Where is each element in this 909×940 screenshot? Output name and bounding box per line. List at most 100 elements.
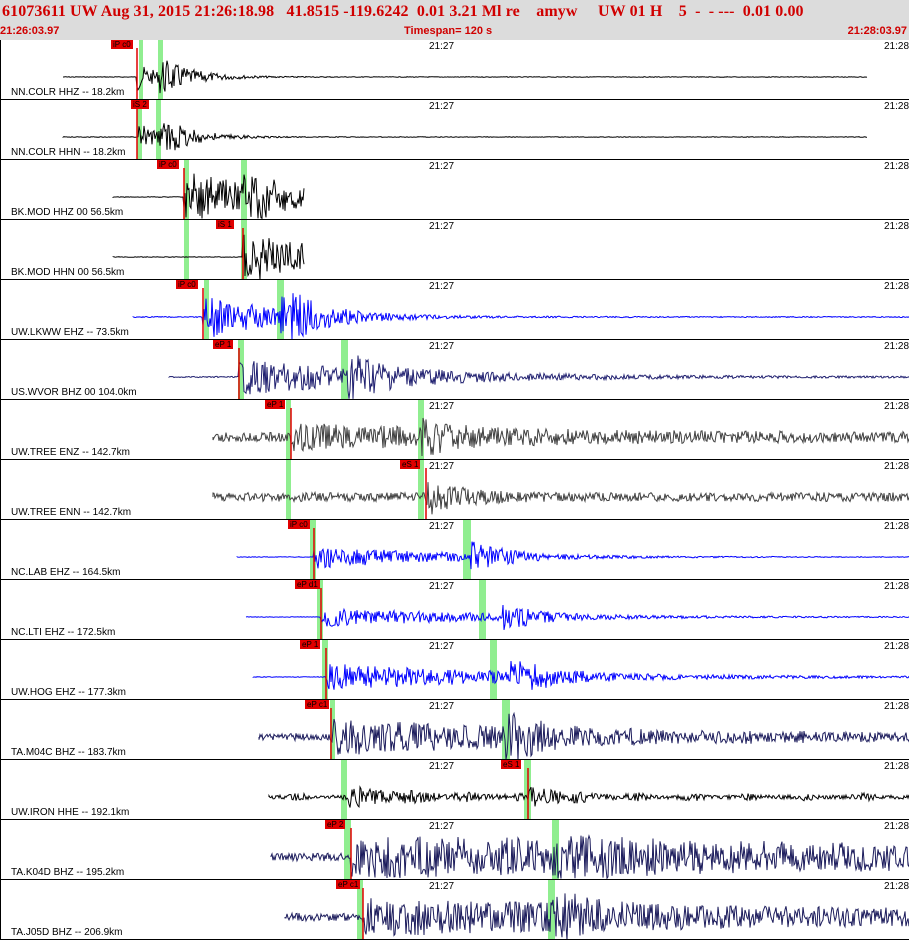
time-tick-label: 21:28 bbox=[884, 401, 909, 412]
waveform-plot bbox=[258, 700, 909, 759]
pick-tag[interactable]: eP c1 bbox=[305, 700, 330, 709]
pick-tag[interactable]: iS 1 bbox=[216, 220, 234, 229]
phase-window-marker bbox=[357, 880, 363, 939]
time-tick-label: 21:27 bbox=[429, 281, 455, 292]
station-channel-label: TA.J05D BHZ -- 206.9km bbox=[11, 927, 123, 938]
waveform-trace bbox=[270, 834, 909, 879]
pick-tag[interactable]: eP 1 bbox=[213, 340, 234, 349]
waveform-plot bbox=[212, 460, 909, 519]
phase-window-marker bbox=[241, 160, 247, 219]
trace-panel[interactable]: 21:27 21:28 iS 1 BK.MOD HHN 00 56.5km bbox=[0, 220, 909, 280]
trace-panel[interactable]: 21:27 21:28 iP c0 BK.MOD HHZ 00 56.5km bbox=[0, 160, 909, 220]
pick-tag[interactable]: iP c0 bbox=[176, 280, 198, 289]
waveform-plot bbox=[284, 880, 909, 939]
trace-panel[interactable]: 21:27 21:28 iS 2 NN.COLR HHN -- 18.2km bbox=[0, 100, 909, 160]
waveform-trace bbox=[112, 173, 305, 219]
station-channel-label: NN.COLR HHZ -- 18.2km bbox=[11, 87, 125, 98]
time-tick-label: 21:27 bbox=[429, 701, 455, 712]
time-tick-label: 21:27 bbox=[429, 821, 455, 832]
waveform-trace bbox=[258, 711, 909, 759]
pick-tag[interactable]: eP d1 bbox=[295, 580, 320, 589]
pick-tag[interactable]: eP c1 bbox=[336, 880, 361, 889]
pick-tag[interactable]: eP 1 bbox=[265, 400, 286, 409]
time-tick-label: 21:27 bbox=[429, 521, 455, 532]
phase-window-marker bbox=[184, 220, 189, 279]
time-tick-label: 21:27 bbox=[429, 41, 455, 52]
time-tick-label: 21:27 bbox=[429, 641, 455, 652]
waveform-trace bbox=[236, 541, 909, 570]
time-tick-label: 21:27 bbox=[429, 761, 455, 772]
trace-panel[interactable]: 21:27 21:28 eP c1 TA.J05D BHZ -- 206.9km bbox=[0, 880, 909, 940]
trace-panel[interactable]: 21:27 21:28 eP 1 US.WVOR BHZ 00 104.0km bbox=[0, 340, 909, 400]
seismogram-panels[interactable]: 21:27 21:28 iP c0 NN.COLR HHZ -- 18.2km 21:2… bbox=[0, 40, 909, 940]
phase-window-marker bbox=[341, 340, 348, 399]
pick-tag[interactable]: iP c0 bbox=[288, 520, 310, 529]
time-tick-label: 21:27 bbox=[429, 101, 455, 112]
waveform-trace bbox=[112, 234, 305, 279]
trace-panel[interactable]: 21:27 21:28 eS 1 UW.TREE ENN -- 142.7km bbox=[0, 460, 909, 520]
event-summary: 61073611 UW Aug 31, 2015 21:26:18.98 41.… bbox=[2, 3, 804, 20]
time-tick-label: 21:28 bbox=[884, 641, 909, 652]
time-tick-label: 21:28 bbox=[884, 701, 909, 712]
time-tick-label: 21:27 bbox=[429, 341, 455, 352]
trace-panel[interactable]: 21:27 21:28 eP c1 TA.M04C BHZ -- 183.7km bbox=[0, 700, 909, 760]
waveform-plot bbox=[245, 580, 909, 639]
phase-window-marker bbox=[156, 100, 161, 159]
trace-panel[interactable]: 21:27 21:28 eP 1 UW.HOG EHZ -- 177.3km bbox=[0, 640, 909, 700]
waveform-trace bbox=[268, 785, 909, 808]
pick-tag[interactable]: iP c0 bbox=[111, 40, 133, 49]
trace-panel[interactable]: 21:27 21:28 eS 1 UW.IRON HHE -- 192.1km bbox=[0, 760, 909, 820]
time-tick-label: 21:28 bbox=[884, 161, 909, 172]
event-header: 61073611 UW Aug 31, 2015 21:26:18.98 41.… bbox=[0, 0, 909, 40]
phase-window-marker bbox=[463, 520, 471, 579]
pick-tag[interactable]: eP 1 bbox=[300, 640, 321, 649]
phase-window-marker bbox=[418, 460, 424, 519]
trace-panel[interactable]: 21:27 21:28 iP c0 NC.LAB EHZ -- 164.5km bbox=[0, 520, 909, 580]
time-tick-label: 21:28 bbox=[884, 821, 909, 832]
time-tick-label: 21:27 bbox=[429, 461, 455, 472]
waveform-plot bbox=[112, 160, 305, 219]
time-tick-label: 21:27 bbox=[429, 221, 455, 232]
pick-tag[interactable]: iS 2 bbox=[131, 100, 149, 109]
timespan: Timespan= 120 s bbox=[404, 25, 493, 37]
waveform-plot bbox=[63, 40, 868, 99]
phase-window-marker bbox=[317, 580, 323, 639]
pick-tag[interactable]: iP c0 bbox=[157, 160, 179, 169]
phase-window-marker bbox=[286, 460, 291, 519]
trace-panel[interactable]: 21:27 21:28 eP 1 UW.TREE ENZ -- 142.7km bbox=[0, 400, 909, 460]
trace-panel[interactable]: 21:27 21:28 iP c0 UW.LKWW EHZ -- 73.5km bbox=[0, 280, 909, 340]
pick-tag[interactable]: eP 2 bbox=[325, 820, 346, 829]
phase-window-marker bbox=[548, 880, 555, 939]
trace-panel[interactable]: 21:27 21:28 iP c0 NN.COLR HHZ -- 18.2km bbox=[0, 40, 909, 100]
waveform-trace bbox=[284, 893, 909, 939]
phase-window-marker bbox=[490, 640, 497, 699]
time-tick-label: 21:27 bbox=[429, 401, 455, 412]
pick-tag[interactable]: eS 1 bbox=[501, 760, 522, 769]
station-channel-label: NN.COLR HHN -- 18.2km bbox=[11, 147, 126, 158]
station-channel-label: NC.LAB EHZ -- 164.5km bbox=[11, 567, 121, 578]
station-channel-label: UW.LKWW EHZ -- 73.5km bbox=[11, 327, 129, 338]
waveform-plot bbox=[132, 280, 909, 339]
station-channel-label: BK.MOD HHN 00 56.5km bbox=[11, 267, 125, 278]
phase-window-marker bbox=[286, 400, 291, 459]
time-tick-label: 21:28 bbox=[884, 41, 909, 52]
waveform-trace bbox=[62, 123, 867, 151]
time-tick-label: 21:28 bbox=[884, 221, 909, 232]
waveform-plot bbox=[112, 220, 305, 279]
station-channel-label: UW.TREE ENN -- 142.7km bbox=[11, 507, 132, 518]
phase-window-marker bbox=[552, 820, 559, 879]
station-channel-label: UW.TREE ENZ -- 142.7km bbox=[11, 447, 130, 458]
station-channel-label: US.WVOR BHZ 00 104.0km bbox=[11, 387, 137, 398]
waveform-trace bbox=[132, 293, 909, 339]
phase-window-marker bbox=[139, 40, 143, 99]
station-channel-label: NC.LTI EHZ -- 172.5km bbox=[11, 627, 116, 638]
time-tick-label: 21:28 bbox=[884, 581, 909, 592]
waveform-trace bbox=[245, 604, 909, 630]
trace-panel[interactable]: 21:27 21:28 eP 2 TA.K04D BHZ -- 195.2km bbox=[0, 820, 909, 880]
waveform-trace bbox=[63, 60, 868, 94]
trace-panel[interactable]: 21:27 21:28 eP d1 NC.LTI EHZ -- 172.5km bbox=[0, 580, 909, 640]
station-channel-label: BK.MOD HHZ 00 56.5km bbox=[11, 207, 124, 218]
time-tick-label: 21:28 bbox=[884, 521, 909, 532]
pick-tag[interactable]: eS 1 bbox=[400, 460, 421, 469]
time-tick-label: 21:28 bbox=[884, 281, 909, 292]
